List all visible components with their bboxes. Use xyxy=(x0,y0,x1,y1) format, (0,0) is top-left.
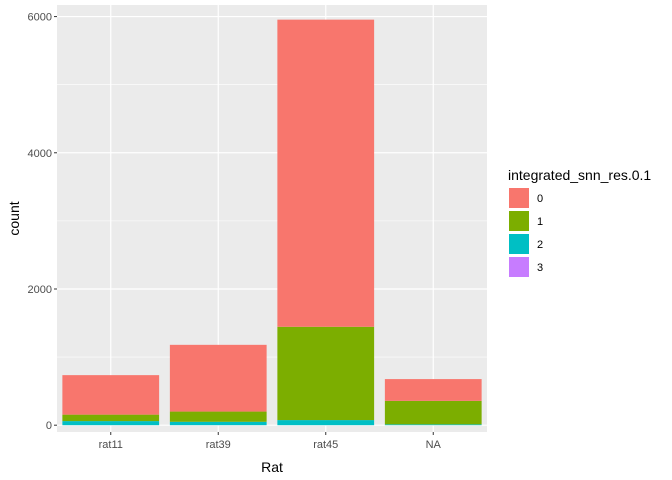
bar-segment-NA-cluster-2 xyxy=(384,424,482,426)
bars xyxy=(62,19,482,426)
bar-segment-rat45-cluster-2 xyxy=(277,420,375,426)
y-tick-label: 6000 xyxy=(28,12,52,24)
y-tick-label: 2000 xyxy=(28,284,52,296)
x-tick-label: NA xyxy=(426,439,442,451)
legend-label-3: 3 xyxy=(537,262,543,274)
legend: integrated_snn_res.0.1 0 1 2 3 xyxy=(508,167,651,277)
x-axis-title: Rat xyxy=(261,459,283,475)
bar-segment-rat11-cluster-1 xyxy=(62,414,160,422)
legend-title: integrated_snn_res.0.1 xyxy=(508,167,651,183)
plot-panel xyxy=(57,5,487,432)
x-tick-label: rat39 xyxy=(206,439,231,451)
x-tick-label: rat45 xyxy=(313,439,338,451)
legend-label-0: 0 xyxy=(537,193,543,205)
bar-segment-rat39-cluster-0 xyxy=(169,344,267,412)
bar-segment-NA-cluster-0 xyxy=(384,379,482,401)
bar-segment-rat11-cluster-2 xyxy=(62,421,160,426)
bar-segment-rat45-cluster-0 xyxy=(277,19,375,327)
bar-segment-rat39-cluster-2 xyxy=(169,421,267,426)
bar-segment-rat11-cluster-0 xyxy=(62,375,160,415)
x-tick-label: rat11 xyxy=(99,439,123,451)
y-tick-label: 0 xyxy=(46,420,52,432)
legend-label-2: 2 xyxy=(537,239,543,251)
y-axis-title: count xyxy=(6,201,22,235)
bar-segment-NA-cluster-1 xyxy=(384,400,482,425)
legend-label-1: 1 xyxy=(537,216,543,228)
x-axis-ticks: rat11 rat39 rat45 NA xyxy=(99,432,442,451)
y-axis-ticks: 0 2000 4000 6000 xyxy=(28,12,57,432)
legend-key-0 xyxy=(509,188,529,208)
minor-gridlines xyxy=(57,84,487,358)
bar-segment-rat39-cluster-1 xyxy=(169,411,267,422)
y-tick-label: 4000 xyxy=(28,148,52,160)
legend-items: 0 1 2 3 xyxy=(509,188,543,277)
legend-key-1 xyxy=(509,211,529,231)
legend-key-2 xyxy=(509,234,529,254)
bar-segment-rat45-cluster-1 xyxy=(277,326,375,421)
legend-key-3 xyxy=(509,257,529,277)
